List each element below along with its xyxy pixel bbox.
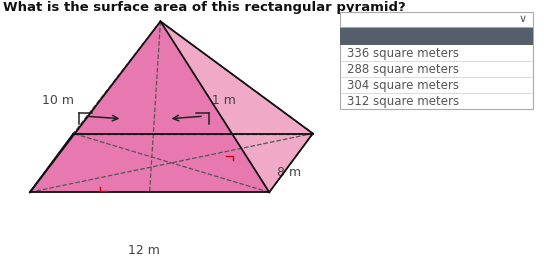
FancyBboxPatch shape bbox=[340, 28, 533, 45]
FancyBboxPatch shape bbox=[340, 12, 533, 27]
Text: 12 m: 12 m bbox=[128, 245, 160, 257]
Polygon shape bbox=[30, 21, 160, 192]
Text: 288 square meters: 288 square meters bbox=[347, 63, 459, 76]
Text: 304 square meters: 304 square meters bbox=[347, 79, 459, 92]
Text: 312 square meters: 312 square meters bbox=[347, 95, 459, 108]
Text: 10 m: 10 m bbox=[42, 94, 75, 107]
Polygon shape bbox=[30, 134, 313, 192]
Text: 11 m: 11 m bbox=[204, 94, 236, 107]
Text: 336 square meters: 336 square meters bbox=[347, 47, 459, 60]
Polygon shape bbox=[30, 21, 269, 192]
Text: What is the surface area of this rectangular pyramid?: What is the surface area of this rectang… bbox=[3, 1, 405, 14]
FancyBboxPatch shape bbox=[340, 28, 533, 109]
Polygon shape bbox=[160, 21, 313, 192]
Text: 8 m: 8 m bbox=[277, 166, 301, 179]
Polygon shape bbox=[73, 21, 313, 134]
Text: ∨: ∨ bbox=[518, 14, 527, 24]
